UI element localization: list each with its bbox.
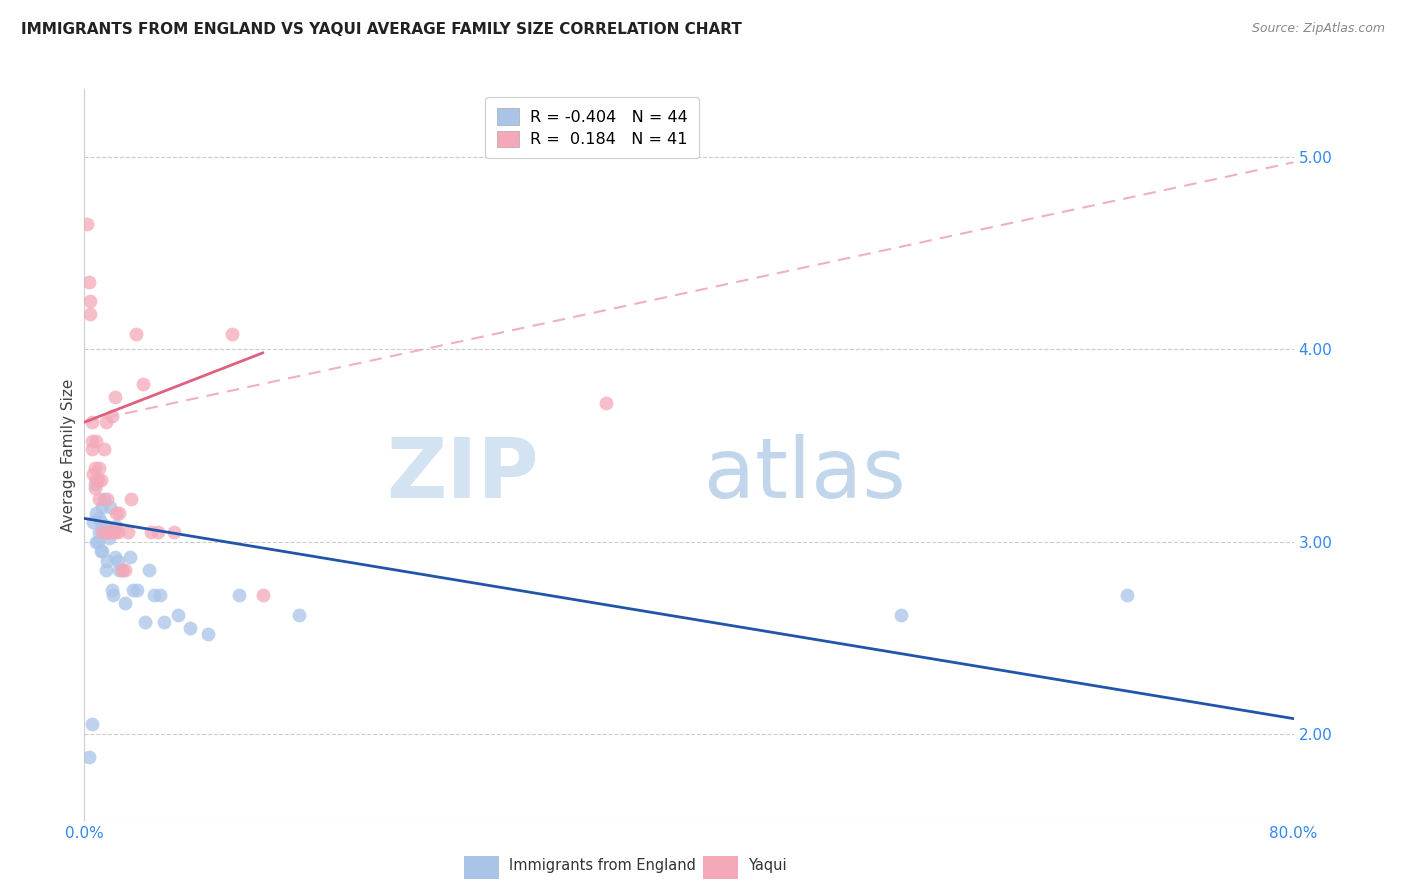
Point xyxy=(84,476,107,491)
Point xyxy=(153,615,176,630)
Point xyxy=(89,524,111,539)
Point xyxy=(179,621,201,635)
Point xyxy=(93,492,115,507)
Point xyxy=(86,506,108,520)
Point xyxy=(114,596,136,610)
Point xyxy=(114,563,136,577)
Point xyxy=(100,409,122,424)
Point xyxy=(121,582,143,597)
Text: Source: ZipAtlas.com: Source: ZipAtlas.com xyxy=(1251,22,1385,36)
Point xyxy=(91,544,114,558)
Point xyxy=(84,461,107,475)
Point xyxy=(108,506,131,520)
Point xyxy=(94,415,117,429)
Point xyxy=(89,511,111,525)
Point xyxy=(125,326,148,341)
Point xyxy=(87,534,110,549)
Point xyxy=(90,544,112,558)
Point xyxy=(104,549,127,564)
Point xyxy=(96,524,118,539)
Text: Immigrants from England: Immigrants from England xyxy=(509,858,696,872)
Point xyxy=(101,589,124,603)
Point xyxy=(93,442,115,457)
Text: Yaqui: Yaqui xyxy=(748,858,786,872)
Point xyxy=(107,524,129,539)
Point xyxy=(80,434,103,449)
Point xyxy=(1116,589,1139,603)
Point xyxy=(96,492,118,507)
Point xyxy=(100,582,122,597)
Point xyxy=(132,376,155,391)
Point xyxy=(90,516,112,530)
Point xyxy=(89,461,111,475)
Point xyxy=(101,524,124,539)
Point xyxy=(120,492,142,507)
Point xyxy=(82,516,104,530)
Point xyxy=(139,524,162,539)
Point xyxy=(77,750,100,764)
Point xyxy=(80,442,103,457)
Point xyxy=(84,481,107,495)
Point xyxy=(76,217,98,231)
Point xyxy=(82,467,104,482)
Point xyxy=(86,534,108,549)
Point xyxy=(104,390,127,404)
Text: atlas: atlas xyxy=(704,434,905,515)
Point xyxy=(80,717,103,731)
Point xyxy=(197,627,219,641)
Point xyxy=(90,473,112,487)
Point xyxy=(93,524,115,539)
Point xyxy=(149,589,172,603)
Point xyxy=(595,396,617,410)
Point xyxy=(142,589,165,603)
Point xyxy=(252,589,274,603)
Point xyxy=(890,607,912,622)
Point xyxy=(105,506,128,520)
Y-axis label: Average Family Size: Average Family Size xyxy=(60,378,76,532)
Point xyxy=(167,607,190,622)
Point xyxy=(79,293,101,308)
Text: ZIP: ZIP xyxy=(387,434,538,515)
Point xyxy=(117,524,139,539)
Point xyxy=(91,524,114,539)
Point xyxy=(96,524,118,539)
Point xyxy=(91,500,114,514)
Point xyxy=(87,473,110,487)
Point xyxy=(228,589,250,603)
Point xyxy=(104,524,127,539)
Point xyxy=(97,531,120,545)
Point xyxy=(80,415,103,429)
Point xyxy=(221,326,243,341)
Legend: R = -0.404   N = 44, R =  0.184   N = 41: R = -0.404 N = 44, R = 0.184 N = 41 xyxy=(485,97,699,158)
Point xyxy=(127,582,149,597)
Point xyxy=(162,524,184,539)
Point xyxy=(86,473,108,487)
Point xyxy=(138,563,160,577)
Point xyxy=(96,554,118,568)
Point xyxy=(107,554,129,568)
Point xyxy=(89,492,111,507)
Point xyxy=(111,563,134,577)
Point xyxy=(94,519,117,533)
Point xyxy=(108,563,131,577)
Point xyxy=(134,615,156,630)
Point xyxy=(118,549,141,564)
Point xyxy=(79,307,101,321)
Point xyxy=(94,563,117,577)
Text: IMMIGRANTS FROM ENGLAND VS YAQUI AVERAGE FAMILY SIZE CORRELATION CHART: IMMIGRANTS FROM ENGLAND VS YAQUI AVERAGE… xyxy=(21,22,742,37)
Point xyxy=(86,434,108,449)
Point xyxy=(105,519,128,533)
Point xyxy=(98,500,121,514)
Point xyxy=(288,607,311,622)
Point xyxy=(77,275,100,289)
Point xyxy=(97,524,120,539)
Point xyxy=(111,563,134,577)
Point xyxy=(148,524,170,539)
